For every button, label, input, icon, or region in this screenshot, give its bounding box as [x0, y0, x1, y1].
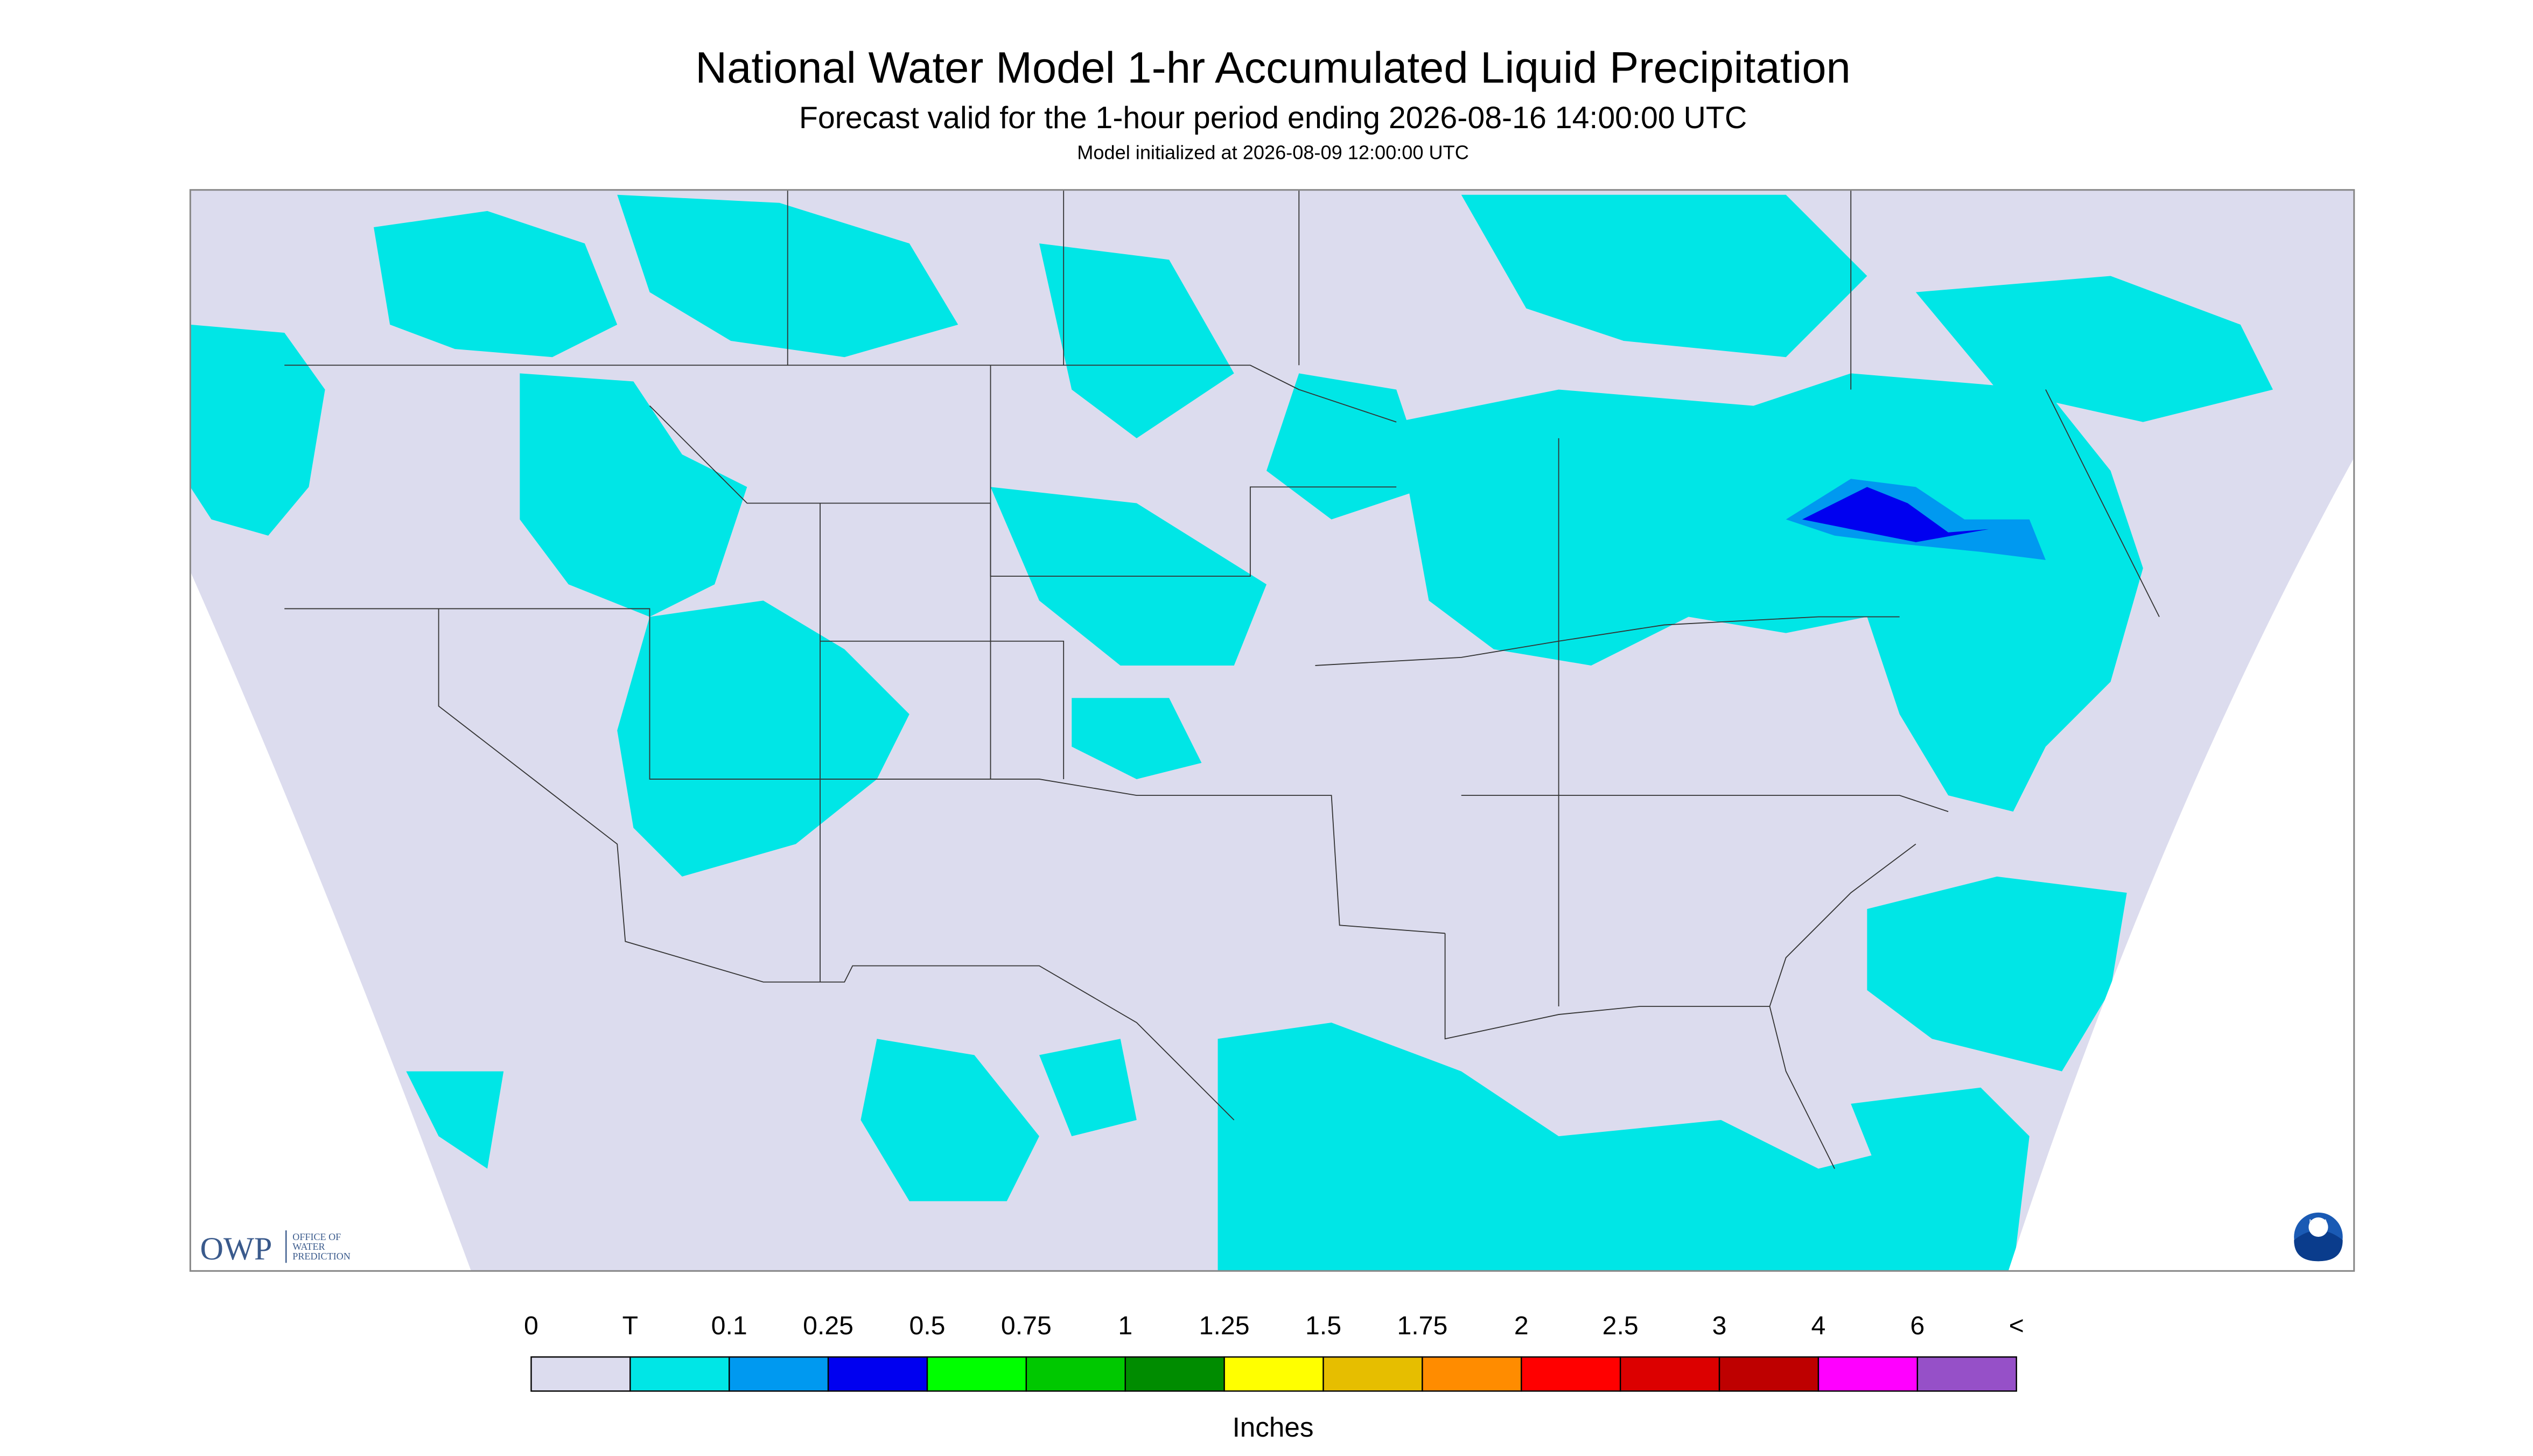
legend-label: 4: [1811, 1311, 1826, 1340]
logo-line: OFFICE OF: [292, 1231, 341, 1242]
legend-label: 1.75: [1397, 1311, 1447, 1340]
noaa-logo: NOAA: [2294, 1212, 2343, 1262]
legend-label: 1.25: [1199, 1311, 1250, 1340]
legend-swatch: [1916, 1356, 2017, 1392]
legend-swatch: [1223, 1356, 1324, 1392]
precip-areas: [190, 194, 2273, 1271]
legend-label: T: [622, 1311, 638, 1340]
legend-swatch: [629, 1356, 730, 1392]
legend-swatch: [1521, 1356, 1621, 1392]
logo-abbr: OWP: [200, 1231, 272, 1267]
legend-label: 3: [1712, 1311, 1727, 1340]
legend-swatch: [1025, 1356, 1126, 1392]
legend-label: <: [2009, 1311, 2024, 1340]
legend-swatch: [1817, 1356, 1919, 1392]
map-frame: [189, 189, 2355, 1272]
legend-label: 2.5: [1603, 1311, 1639, 1340]
init-time: Model initialized at 2026-08-09 12:00:00…: [1077, 141, 1469, 163]
legend-swatch: [1422, 1356, 1522, 1392]
legend-label: 0.75: [1001, 1311, 1052, 1340]
legend-label: 0.25: [803, 1311, 853, 1340]
legend: 0 T 0.1 0.25 0.5 0.75 1 1.25 1.5 1.75 2 2.5 3 4 6 <: [524, 1311, 2024, 1392]
logo-line: PREDICTION: [292, 1251, 350, 1262]
legend-swatch: [530, 1356, 631, 1392]
legend-swatch: [926, 1356, 1027, 1392]
legend-label: 2: [1514, 1311, 1529, 1340]
legend-label: 0.1: [711, 1311, 747, 1340]
subtitle: Forecast valid for the 1-hour period end…: [799, 101, 1747, 135]
legend-label: 1: [1118, 1311, 1132, 1340]
legend-unit: Inches: [1233, 1412, 1314, 1443]
legend-swatch: [1323, 1356, 1423, 1392]
owp-logo: OWP OFFICE OF WATER PREDICTION: [200, 1230, 351, 1267]
legend-swatch: [728, 1356, 829, 1392]
noaa-text: NOAA: [2309, 1218, 2328, 1226]
legend-swatch: [827, 1356, 928, 1392]
legend-swatch: [1718, 1356, 1820, 1392]
legend-label: 6: [1910, 1311, 1925, 1340]
legend-swatch: [1124, 1356, 1225, 1392]
map: OWP OFFICE OF WATER PREDICTION NOAA: [189, 189, 2355, 1272]
legend-label: 0: [524, 1311, 538, 1340]
legend-label: 1.5: [1305, 1311, 1341, 1340]
legend-swatch: [1619, 1356, 1720, 1392]
logo-line: WATER: [292, 1241, 325, 1252]
legend-label: 0.5: [909, 1311, 945, 1340]
boundaries: [284, 190, 2160, 1169]
title: National Water Model 1-hr Accumulated Li…: [695, 44, 1850, 93]
